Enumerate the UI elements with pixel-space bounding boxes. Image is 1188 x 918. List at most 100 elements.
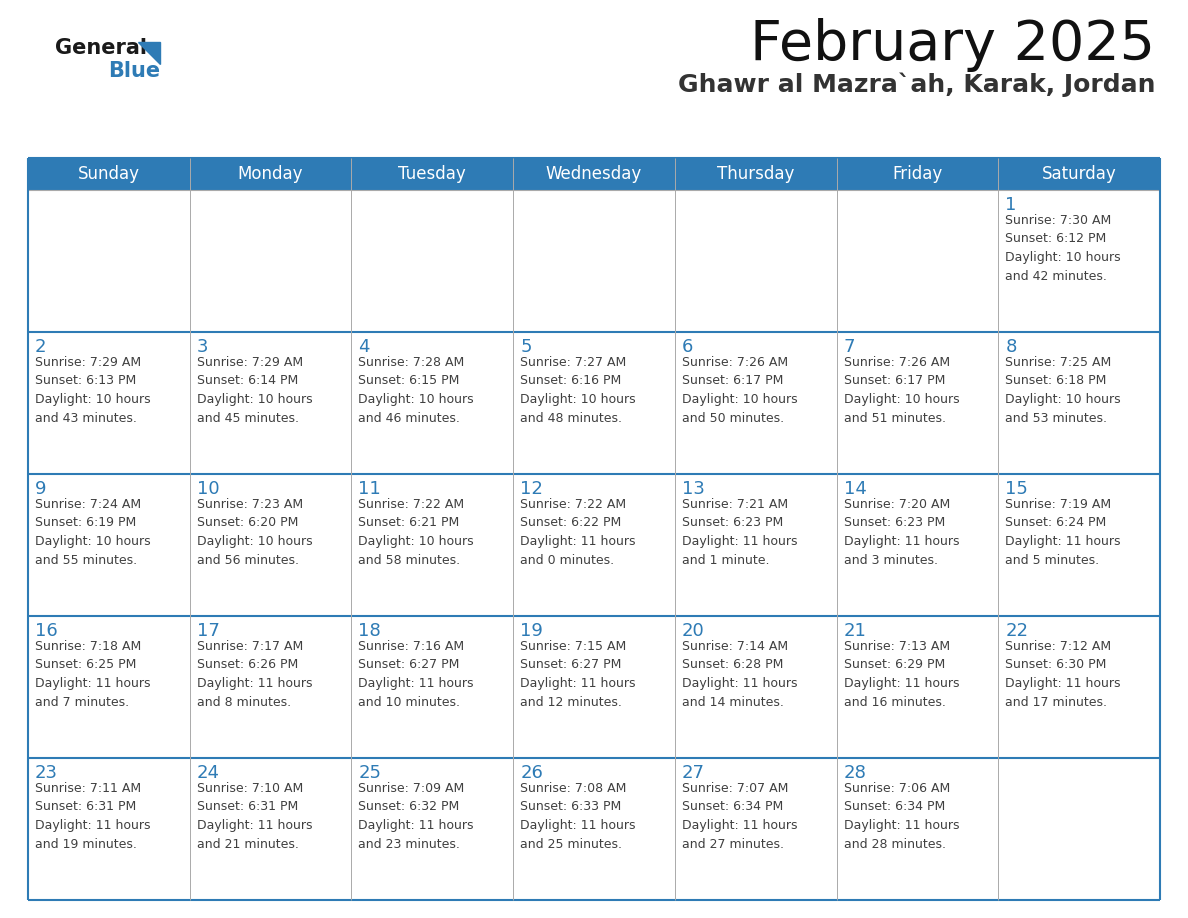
Text: 5: 5 <box>520 338 532 356</box>
Text: 12: 12 <box>520 480 543 498</box>
Text: Sunrise: 7:26 AM
Sunset: 6:17 PM
Daylight: 10 hours
and 51 minutes.: Sunrise: 7:26 AM Sunset: 6:17 PM Dayligh… <box>843 356 959 424</box>
FancyBboxPatch shape <box>675 758 836 900</box>
FancyBboxPatch shape <box>998 616 1159 758</box>
FancyBboxPatch shape <box>352 758 513 900</box>
FancyBboxPatch shape <box>836 758 998 900</box>
Text: Thursday: Thursday <box>718 165 795 183</box>
Text: Sunrise: 7:27 AM
Sunset: 6:16 PM
Daylight: 10 hours
and 48 minutes.: Sunrise: 7:27 AM Sunset: 6:16 PM Dayligh… <box>520 356 636 424</box>
Text: 18: 18 <box>359 622 381 640</box>
Text: 26: 26 <box>520 764 543 782</box>
FancyBboxPatch shape <box>352 190 513 332</box>
Text: 13: 13 <box>682 480 704 498</box>
FancyBboxPatch shape <box>998 332 1159 474</box>
Text: 21: 21 <box>843 622 866 640</box>
FancyBboxPatch shape <box>190 474 352 616</box>
Text: 17: 17 <box>197 622 220 640</box>
Text: 9: 9 <box>34 480 46 498</box>
FancyBboxPatch shape <box>998 474 1159 616</box>
FancyBboxPatch shape <box>836 616 998 758</box>
Text: Sunrise: 7:22 AM
Sunset: 6:21 PM
Daylight: 10 hours
and 58 minutes.: Sunrise: 7:22 AM Sunset: 6:21 PM Dayligh… <box>359 498 474 566</box>
FancyBboxPatch shape <box>190 190 352 332</box>
Text: Sunrise: 7:16 AM
Sunset: 6:27 PM
Daylight: 11 hours
and 10 minutes.: Sunrise: 7:16 AM Sunset: 6:27 PM Dayligh… <box>359 640 474 709</box>
FancyBboxPatch shape <box>29 758 190 900</box>
Text: Monday: Monday <box>238 165 303 183</box>
Text: 23: 23 <box>34 764 58 782</box>
FancyBboxPatch shape <box>675 474 836 616</box>
Text: Tuesday: Tuesday <box>398 165 466 183</box>
Text: 1: 1 <box>1005 196 1017 214</box>
Text: Sunrise: 7:10 AM
Sunset: 6:31 PM
Daylight: 11 hours
and 21 minutes.: Sunrise: 7:10 AM Sunset: 6:31 PM Dayligh… <box>197 782 312 850</box>
Text: Blue: Blue <box>108 61 160 81</box>
Text: Sunrise: 7:06 AM
Sunset: 6:34 PM
Daylight: 11 hours
and 28 minutes.: Sunrise: 7:06 AM Sunset: 6:34 PM Dayligh… <box>843 782 959 850</box>
Text: 4: 4 <box>359 338 369 356</box>
Polygon shape <box>138 42 160 64</box>
Text: Sunday: Sunday <box>78 165 140 183</box>
FancyBboxPatch shape <box>29 332 190 474</box>
Text: Sunrise: 7:26 AM
Sunset: 6:17 PM
Daylight: 10 hours
and 50 minutes.: Sunrise: 7:26 AM Sunset: 6:17 PM Dayligh… <box>682 356 797 424</box>
FancyBboxPatch shape <box>190 758 352 900</box>
Text: 11: 11 <box>359 480 381 498</box>
Text: 2: 2 <box>34 338 46 356</box>
Text: Sunrise: 7:18 AM
Sunset: 6:25 PM
Daylight: 11 hours
and 7 minutes.: Sunrise: 7:18 AM Sunset: 6:25 PM Dayligh… <box>34 640 151 709</box>
FancyBboxPatch shape <box>836 474 998 616</box>
Text: February 2025: February 2025 <box>750 18 1155 72</box>
FancyBboxPatch shape <box>513 190 675 332</box>
Text: 14: 14 <box>843 480 866 498</box>
Text: Sunrise: 7:24 AM
Sunset: 6:19 PM
Daylight: 10 hours
and 55 minutes.: Sunrise: 7:24 AM Sunset: 6:19 PM Dayligh… <box>34 498 151 566</box>
FancyBboxPatch shape <box>513 332 675 474</box>
Text: Sunrise: 7:11 AM
Sunset: 6:31 PM
Daylight: 11 hours
and 19 minutes.: Sunrise: 7:11 AM Sunset: 6:31 PM Dayligh… <box>34 782 151 850</box>
Text: 10: 10 <box>197 480 220 498</box>
Text: 28: 28 <box>843 764 866 782</box>
Text: Sunrise: 7:22 AM
Sunset: 6:22 PM
Daylight: 11 hours
and 0 minutes.: Sunrise: 7:22 AM Sunset: 6:22 PM Dayligh… <box>520 498 636 566</box>
Text: Sunrise: 7:30 AM
Sunset: 6:12 PM
Daylight: 10 hours
and 42 minutes.: Sunrise: 7:30 AM Sunset: 6:12 PM Dayligh… <box>1005 214 1121 283</box>
Text: 7: 7 <box>843 338 855 356</box>
FancyBboxPatch shape <box>190 332 352 474</box>
FancyBboxPatch shape <box>513 758 675 900</box>
Text: Sunrise: 7:25 AM
Sunset: 6:18 PM
Daylight: 10 hours
and 53 minutes.: Sunrise: 7:25 AM Sunset: 6:18 PM Dayligh… <box>1005 356 1121 424</box>
FancyBboxPatch shape <box>675 332 836 474</box>
Text: 25: 25 <box>359 764 381 782</box>
Text: Sunrise: 7:08 AM
Sunset: 6:33 PM
Daylight: 11 hours
and 25 minutes.: Sunrise: 7:08 AM Sunset: 6:33 PM Dayligh… <box>520 782 636 850</box>
Text: General: General <box>55 38 147 58</box>
FancyBboxPatch shape <box>998 190 1159 332</box>
FancyBboxPatch shape <box>836 190 998 332</box>
FancyBboxPatch shape <box>998 758 1159 900</box>
FancyBboxPatch shape <box>190 616 352 758</box>
Text: Sunrise: 7:23 AM
Sunset: 6:20 PM
Daylight: 10 hours
and 56 minutes.: Sunrise: 7:23 AM Sunset: 6:20 PM Dayligh… <box>197 498 312 566</box>
FancyBboxPatch shape <box>675 190 836 332</box>
Text: 3: 3 <box>197 338 208 356</box>
Text: 22: 22 <box>1005 622 1029 640</box>
FancyBboxPatch shape <box>352 332 513 474</box>
FancyBboxPatch shape <box>513 616 675 758</box>
Text: 27: 27 <box>682 764 704 782</box>
Text: Sunrise: 7:12 AM
Sunset: 6:30 PM
Daylight: 11 hours
and 17 minutes.: Sunrise: 7:12 AM Sunset: 6:30 PM Dayligh… <box>1005 640 1120 709</box>
Text: Sunrise: 7:29 AM
Sunset: 6:14 PM
Daylight: 10 hours
and 45 minutes.: Sunrise: 7:29 AM Sunset: 6:14 PM Dayligh… <box>197 356 312 424</box>
Text: Sunrise: 7:17 AM
Sunset: 6:26 PM
Daylight: 11 hours
and 8 minutes.: Sunrise: 7:17 AM Sunset: 6:26 PM Dayligh… <box>197 640 312 709</box>
Text: Sunrise: 7:20 AM
Sunset: 6:23 PM
Daylight: 11 hours
and 3 minutes.: Sunrise: 7:20 AM Sunset: 6:23 PM Dayligh… <box>843 498 959 566</box>
Text: 20: 20 <box>682 622 704 640</box>
FancyBboxPatch shape <box>29 616 190 758</box>
Text: 19: 19 <box>520 622 543 640</box>
Text: Wednesday: Wednesday <box>545 165 643 183</box>
FancyBboxPatch shape <box>29 190 190 332</box>
Text: Sunrise: 7:07 AM
Sunset: 6:34 PM
Daylight: 11 hours
and 27 minutes.: Sunrise: 7:07 AM Sunset: 6:34 PM Dayligh… <box>682 782 797 850</box>
FancyBboxPatch shape <box>29 158 1159 190</box>
Text: Sunrise: 7:13 AM
Sunset: 6:29 PM
Daylight: 11 hours
and 16 minutes.: Sunrise: 7:13 AM Sunset: 6:29 PM Dayligh… <box>843 640 959 709</box>
Text: 15: 15 <box>1005 480 1028 498</box>
Text: 8: 8 <box>1005 338 1017 356</box>
Text: Sunrise: 7:15 AM
Sunset: 6:27 PM
Daylight: 11 hours
and 12 minutes.: Sunrise: 7:15 AM Sunset: 6:27 PM Dayligh… <box>520 640 636 709</box>
FancyBboxPatch shape <box>675 616 836 758</box>
Text: Sunrise: 7:14 AM
Sunset: 6:28 PM
Daylight: 11 hours
and 14 minutes.: Sunrise: 7:14 AM Sunset: 6:28 PM Dayligh… <box>682 640 797 709</box>
Text: Sunrise: 7:09 AM
Sunset: 6:32 PM
Daylight: 11 hours
and 23 minutes.: Sunrise: 7:09 AM Sunset: 6:32 PM Dayligh… <box>359 782 474 850</box>
Text: Sunrise: 7:28 AM
Sunset: 6:15 PM
Daylight: 10 hours
and 46 minutes.: Sunrise: 7:28 AM Sunset: 6:15 PM Dayligh… <box>359 356 474 424</box>
FancyBboxPatch shape <box>836 332 998 474</box>
FancyBboxPatch shape <box>29 474 190 616</box>
Text: 6: 6 <box>682 338 694 356</box>
FancyBboxPatch shape <box>352 616 513 758</box>
Text: Ghawr al Mazra`ah, Karak, Jordan: Ghawr al Mazra`ah, Karak, Jordan <box>677 73 1155 97</box>
Text: Friday: Friday <box>892 165 942 183</box>
FancyBboxPatch shape <box>352 474 513 616</box>
Text: 24: 24 <box>197 764 220 782</box>
FancyBboxPatch shape <box>513 474 675 616</box>
Text: Sunrise: 7:29 AM
Sunset: 6:13 PM
Daylight: 10 hours
and 43 minutes.: Sunrise: 7:29 AM Sunset: 6:13 PM Dayligh… <box>34 356 151 424</box>
